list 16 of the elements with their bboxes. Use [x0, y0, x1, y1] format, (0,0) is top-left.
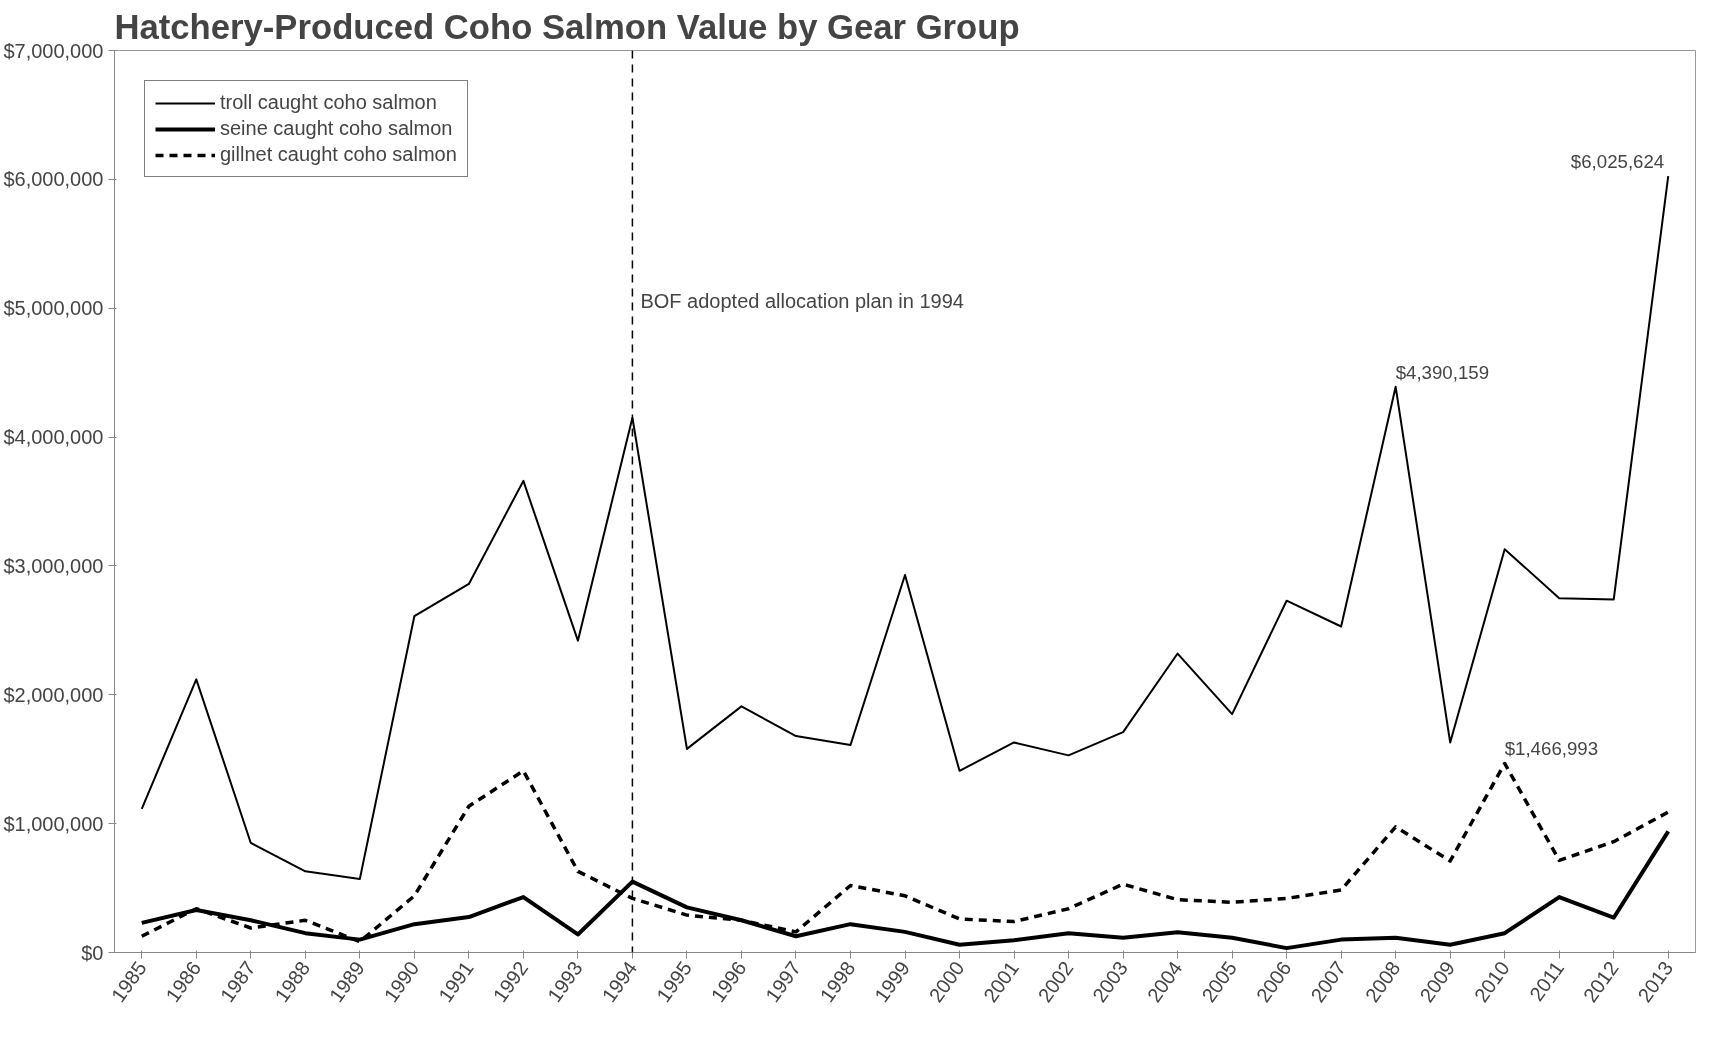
y-tick-label: $3,000,000: [3, 554, 104, 577]
y-tick-label: $2,000,000: [3, 683, 104, 706]
y-tick-label: $5,000,000: [3, 297, 104, 320]
ref-line-label: BOF adopted allocation plan in 1994: [640, 290, 964, 313]
legend-label: troll caught coho salmon: [220, 91, 437, 114]
data-label: $1,466,993: [1504, 738, 1599, 760]
data-label: $4,390,159: [1395, 361, 1490, 383]
legend-label: gillnet caught coho salmon: [220, 143, 457, 166]
y-tick-label: $4,000,000: [3, 426, 104, 449]
y-tick-label: $6,000,000: [3, 168, 104, 191]
y-tick-label: $1,000,000: [3, 812, 104, 835]
y-tick-label: $0: [81, 941, 104, 964]
data-label: $6,025,624: [1570, 151, 1665, 173]
legend-label: seine caught coho salmon: [220, 117, 453, 140]
chart-title: Hatchery-Produced Coho Salmon Value by Gear Group: [114, 7, 1020, 46]
y-tick-label: $7,000,000: [3, 39, 104, 62]
